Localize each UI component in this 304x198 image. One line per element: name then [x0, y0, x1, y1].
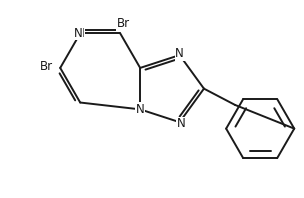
Text: Br: Br — [116, 17, 130, 30]
Text: N: N — [136, 103, 144, 116]
Text: N: N — [74, 27, 82, 40]
Text: N: N — [76, 27, 85, 40]
Text: N: N — [175, 47, 184, 60]
Text: Br: Br — [40, 60, 54, 73]
Text: N: N — [177, 117, 185, 130]
